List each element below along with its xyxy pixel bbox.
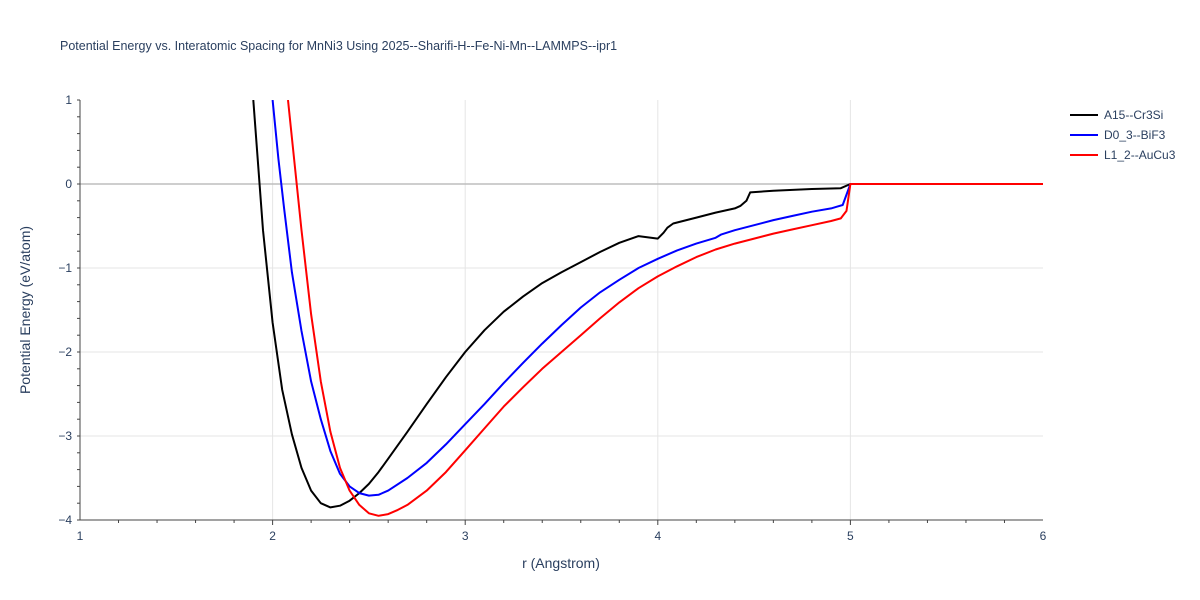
x-tick-label: 3: [462, 529, 469, 543]
y-tick-label: −1: [58, 261, 72, 275]
series-line-L1_2--AuCu3: [287, 100, 1043, 517]
x-axis-label: r (Angstrom): [522, 555, 600, 571]
legend-item[interactable]: D0_3--BiF3: [1070, 128, 1166, 142]
x-axis-ticks: 1 2 3 4 5 6: [77, 520, 1047, 543]
legend-label: A15--Cr3Si: [1104, 108, 1163, 122]
y-tick-label: −2: [58, 345, 72, 359]
x-tick-label: 1: [77, 529, 84, 543]
series-line-D0_3--BiF3: [271, 100, 1043, 497]
series-line-A15--Cr3Si: [252, 100, 1043, 509]
x-tick-label: 2: [269, 529, 276, 543]
legend-label: L1_2--AuCu3: [1104, 148, 1176, 162]
legend-label: D0_3--BiF3: [1104, 128, 1166, 142]
y-tick-label: 1: [65, 93, 72, 107]
series-lines: [252, 100, 1043, 517]
y-tick-label: 0: [65, 177, 72, 191]
chart-title: Potential Energy vs. Interatomic Spacing…: [60, 39, 617, 53]
x-tick-label: 6: [1040, 529, 1047, 543]
legend-item[interactable]: L1_2--AuCu3: [1070, 148, 1176, 162]
x-tick-label: 5: [847, 529, 854, 543]
y-tick-label: −4: [58, 513, 72, 527]
y-tick-label: −3: [58, 429, 72, 443]
legend-item[interactable]: A15--Cr3Si: [1070, 108, 1163, 122]
gridlines: [79, 100, 1043, 521]
x-tick-label: 4: [654, 529, 661, 543]
y-axis-ticks: 1 0 −1 −2 −3 −4: [58, 93, 80, 527]
legend[interactable]: A15--Cr3Si D0_3--BiF3 L1_2--AuCu3: [1070, 108, 1176, 162]
y-axis-label: Potential Energy (eV/atom): [17, 226, 33, 394]
